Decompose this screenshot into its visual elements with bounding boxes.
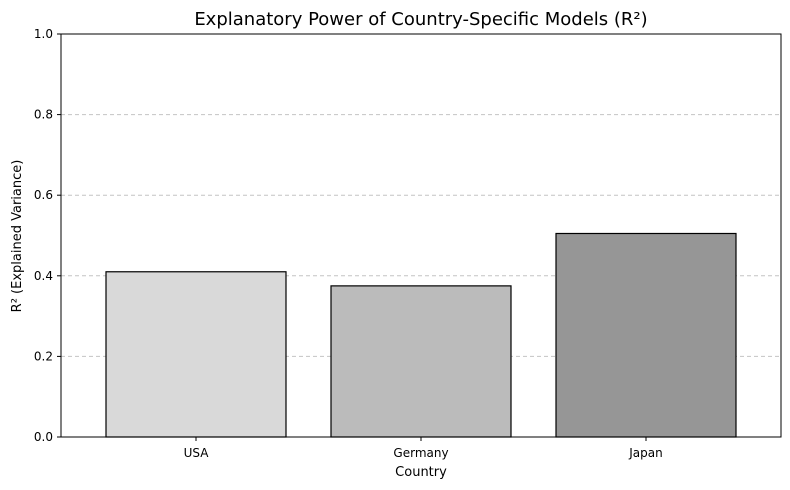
- chart-title: Explanatory Power of Country-Specific Mo…: [194, 9, 647, 30]
- y-tick-label: 0.0: [34, 430, 53, 444]
- x-tick-label: Germany: [393, 446, 448, 460]
- bar-usa: [105, 271, 287, 438]
- x-tick-label: USA: [184, 446, 210, 460]
- y-tick-label: 0.4: [34, 269, 53, 283]
- x-axis-ticks: USA Germany Japan: [184, 437, 663, 460]
- y-tick-label: 1.0: [34, 27, 53, 41]
- x-axis-label: Country: [395, 465, 447, 480]
- y-axis-ticks: 0.0 0.2 0.4 0.6 0.8 1.0: [34, 27, 61, 444]
- bar-japan: [555, 232, 737, 438]
- x-tick-label: Japan: [628, 446, 662, 460]
- y-tick-label: 0.6: [34, 188, 53, 202]
- y-tick-label: 0.8: [34, 108, 53, 122]
- bars: [105, 232, 737, 438]
- y-axis-label: R² (Explained Variance): [10, 160, 25, 313]
- bar-germany: [330, 285, 512, 438]
- y-tick-label: 0.2: [34, 349, 53, 363]
